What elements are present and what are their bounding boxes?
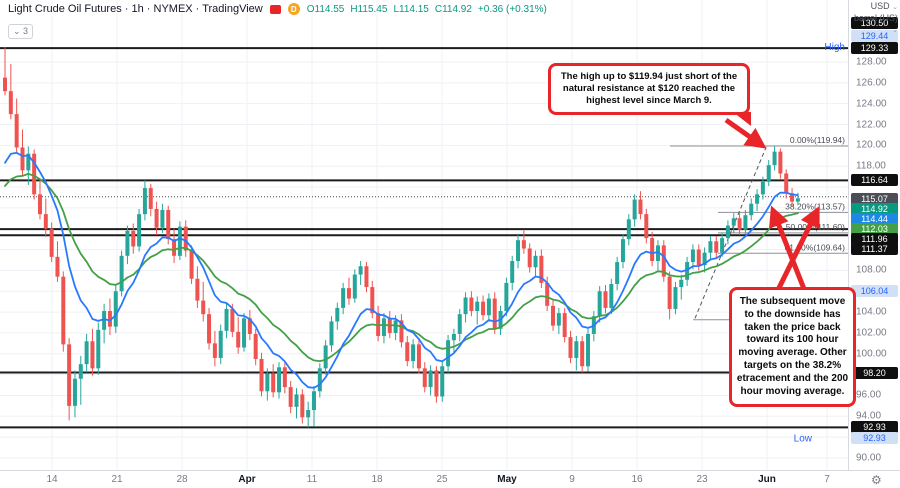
price-axis-tick: 102.00 — [856, 327, 887, 339]
price-axis-tick: 128.00 — [856, 56, 887, 68]
ma-line-200-hour-ma[interactable] — [4, 172, 799, 363]
price-axis-badge: 129.44 — [851, 30, 898, 42]
price-axis[interactable]: USD ⌄ barrel (US) ⌄ 128.00 126.00 124.00 12… — [848, 0, 900, 470]
time-axis-tick: 18 — [371, 474, 383, 485]
currency-selector[interactable]: USD ⌄ — [870, 1, 898, 11]
session-badge: D — [287, 3, 300, 15]
time-axis-tick: 25 — [436, 474, 448, 485]
chevron-down-icon: ⌄ — [892, 27, 898, 34]
time-axis-tick: 28 — [176, 474, 188, 485]
dashed-trendline[interactable] — [694, 147, 767, 319]
time-axis-tick: May — [497, 474, 517, 485]
time-axis-tick: 11 — [306, 474, 318, 485]
annotation-arrow[interactable] — [769, 205, 809, 295]
chart-header: Light Crude Oil Futures · 1h · NYMEX · T… — [8, 3, 547, 15]
price-axis-tick: 90.00 — [856, 452, 882, 464]
time-axis-tick: 16 — [631, 474, 643, 485]
axis-unit-selectors: USD ⌄ barrel (US) ⌄ — [849, 1, 898, 36]
price-axis-badge: 111.96 — [851, 233, 898, 245]
price-axis-tick: 96.00 — [856, 389, 882, 401]
ohlc-readout: O114.55 H115.45 L114.15 C114.92 +0.36 (+… — [307, 4, 547, 15]
time-axis-tick: 23 — [696, 474, 708, 485]
price-axis-tick: 100.00 — [856, 348, 887, 360]
low-marker-label: Low — [794, 433, 813, 444]
unit-selector[interactable]: barrel (US) ⌄ — [853, 13, 898, 34]
price-axis-badge: 111.37 — [851, 243, 898, 255]
alert-flag-icon[interactable] — [269, 4, 281, 14]
price-axis-badge: 114.92 — [851, 203, 898, 215]
price-axis-tick: 120.00 — [856, 139, 887, 151]
symbol-title[interactable]: Light Crude Oil Futures · 1h · NYMEX · T… — [8, 3, 263, 15]
high-marker-label: High — [824, 42, 845, 53]
price-axis-tick: 124.00 — [856, 98, 887, 110]
fib-level-label: 50.00%(111.60) — [786, 222, 845, 232]
fib-level-label: 38.20%(113.57) — [785, 201, 845, 211]
fib-level-label: 0.00%(119.94) — [790, 135, 845, 145]
price-axis-tick: 122.00 — [856, 119, 887, 131]
price-axis-tick: 118.00 — [856, 160, 886, 172]
chart-canvas[interactable]: 0.00%(119.94) 38.20%(113.57) 50.00%(111.60… — [0, 0, 848, 470]
price-axis-badge: 92.93 — [851, 432, 898, 444]
price-axis-badge: 112.03 — [851, 223, 898, 235]
low-value: L114.15 — [393, 3, 429, 15]
time-axis-tick: 9 — [569, 474, 575, 485]
fib-level-label: 61.80%(109.64) — [785, 242, 846, 252]
price-axis-badge: 114.44 — [851, 213, 898, 225]
time-axis-tick: 21 — [111, 474, 123, 485]
price-axis-badge: 115.07 — [851, 193, 898, 205]
change-value: +0.36 (+0.31%) — [477, 3, 547, 15]
annotation-arrow[interactable] — [724, 117, 767, 149]
settings-gear-icon[interactable]: ⚙ — [871, 473, 882, 487]
annotation-pullback-callout[interactable]: The subsequent move to the downside has … — [729, 287, 856, 408]
price-axis-tick: 108.00 — [856, 264, 887, 276]
annotation-arrow[interactable] — [773, 205, 820, 296]
high-value: H115.45 — [350, 3, 388, 15]
open-value: O114.55 — [306, 3, 345, 15]
price-axis-badge: 129.33 — [851, 42, 898, 54]
ma-line-100-hour-ma[interactable] — [4, 151, 799, 389]
time-axis-tick: Apr — [238, 474, 256, 485]
time-axis-tick: 7 — [824, 474, 830, 485]
time-axis-tick: 14 — [46, 474, 58, 485]
chevron-down-icon: ⌄ — [892, 4, 898, 11]
time-axis-tick: Jun — [758, 474, 776, 485]
price-axis-badge: 92.93 — [851, 421, 898, 433]
price-axis-badge: 116.64 — [851, 174, 898, 186]
time-axis[interactable]: ⚙ 14 21 28 Apr 11 18 25 May 9 16 23 Jun 7 — [0, 470, 900, 488]
close-value: C114.92 — [434, 3, 472, 15]
price-axis-tick: 94.00 — [856, 410, 882, 422]
price-axis-badge: 106.04 — [851, 285, 898, 297]
price-axis-tick: 126.00 — [856, 77, 887, 89]
annotation-high-callout[interactable]: The high up to $119.94 just short of the… — [548, 63, 751, 128]
price-axis-tick: 104.00 — [856, 306, 887, 318]
indicators-collapse-button[interactable]: ⌄ 3 — [8, 24, 34, 39]
price-axis-badge: 98.20 — [851, 367, 898, 379]
price-axis-badge: 130.50 — [851, 17, 898, 29]
